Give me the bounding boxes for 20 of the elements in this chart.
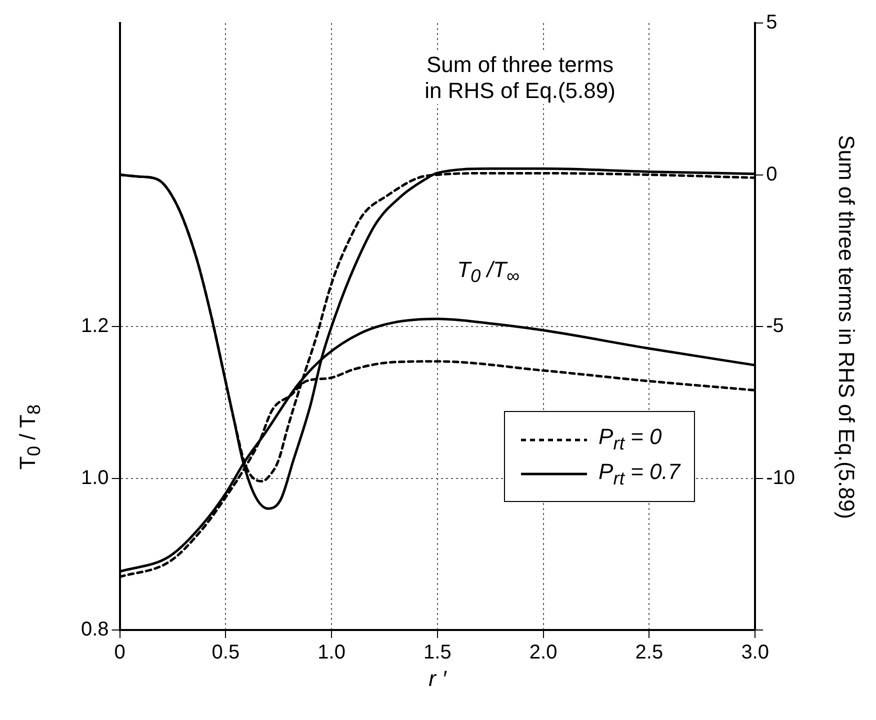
annotation: T$_{0}$ /T$_{∞}$ bbox=[453, 256, 524, 288]
x-tick-label: 0 bbox=[114, 642, 126, 664]
y2-axis-title: Sum of three terms in RHS of Eq.(5.89) bbox=[833, 134, 859, 518]
y-tick-label: 1.2 bbox=[80, 315, 109, 338]
x-tick-label: 3.0 bbox=[741, 642, 769, 664]
legend-label: P$_{rt}$ = 0 bbox=[598, 424, 662, 455]
y2-tick-label: 0 bbox=[766, 163, 778, 186]
y-tick-label: 1.0 bbox=[80, 466, 109, 489]
x-tick-label: 2.0 bbox=[529, 642, 558, 664]
y-tick-label: 0.8 bbox=[80, 618, 109, 641]
x-axis-title: r ′ bbox=[428, 666, 446, 692]
x-tick-label: 0.5 bbox=[212, 642, 240, 664]
x-tick-label: 2.5 bbox=[635, 642, 664, 664]
y2-tick-label: -10 bbox=[766, 466, 795, 489]
y2-tick-label: -5 bbox=[766, 315, 784, 338]
x-tick-label: 1.0 bbox=[318, 642, 346, 664]
legend-label: P$_{rt}$ = 0.7 bbox=[598, 458, 680, 490]
annotation: Sum of three terms in RHS of Eq.(5.89) bbox=[420, 52, 620, 104]
x-tick-label: 1.5 bbox=[424, 642, 452, 664]
y2-tick-label: 5 bbox=[766, 12, 778, 34]
